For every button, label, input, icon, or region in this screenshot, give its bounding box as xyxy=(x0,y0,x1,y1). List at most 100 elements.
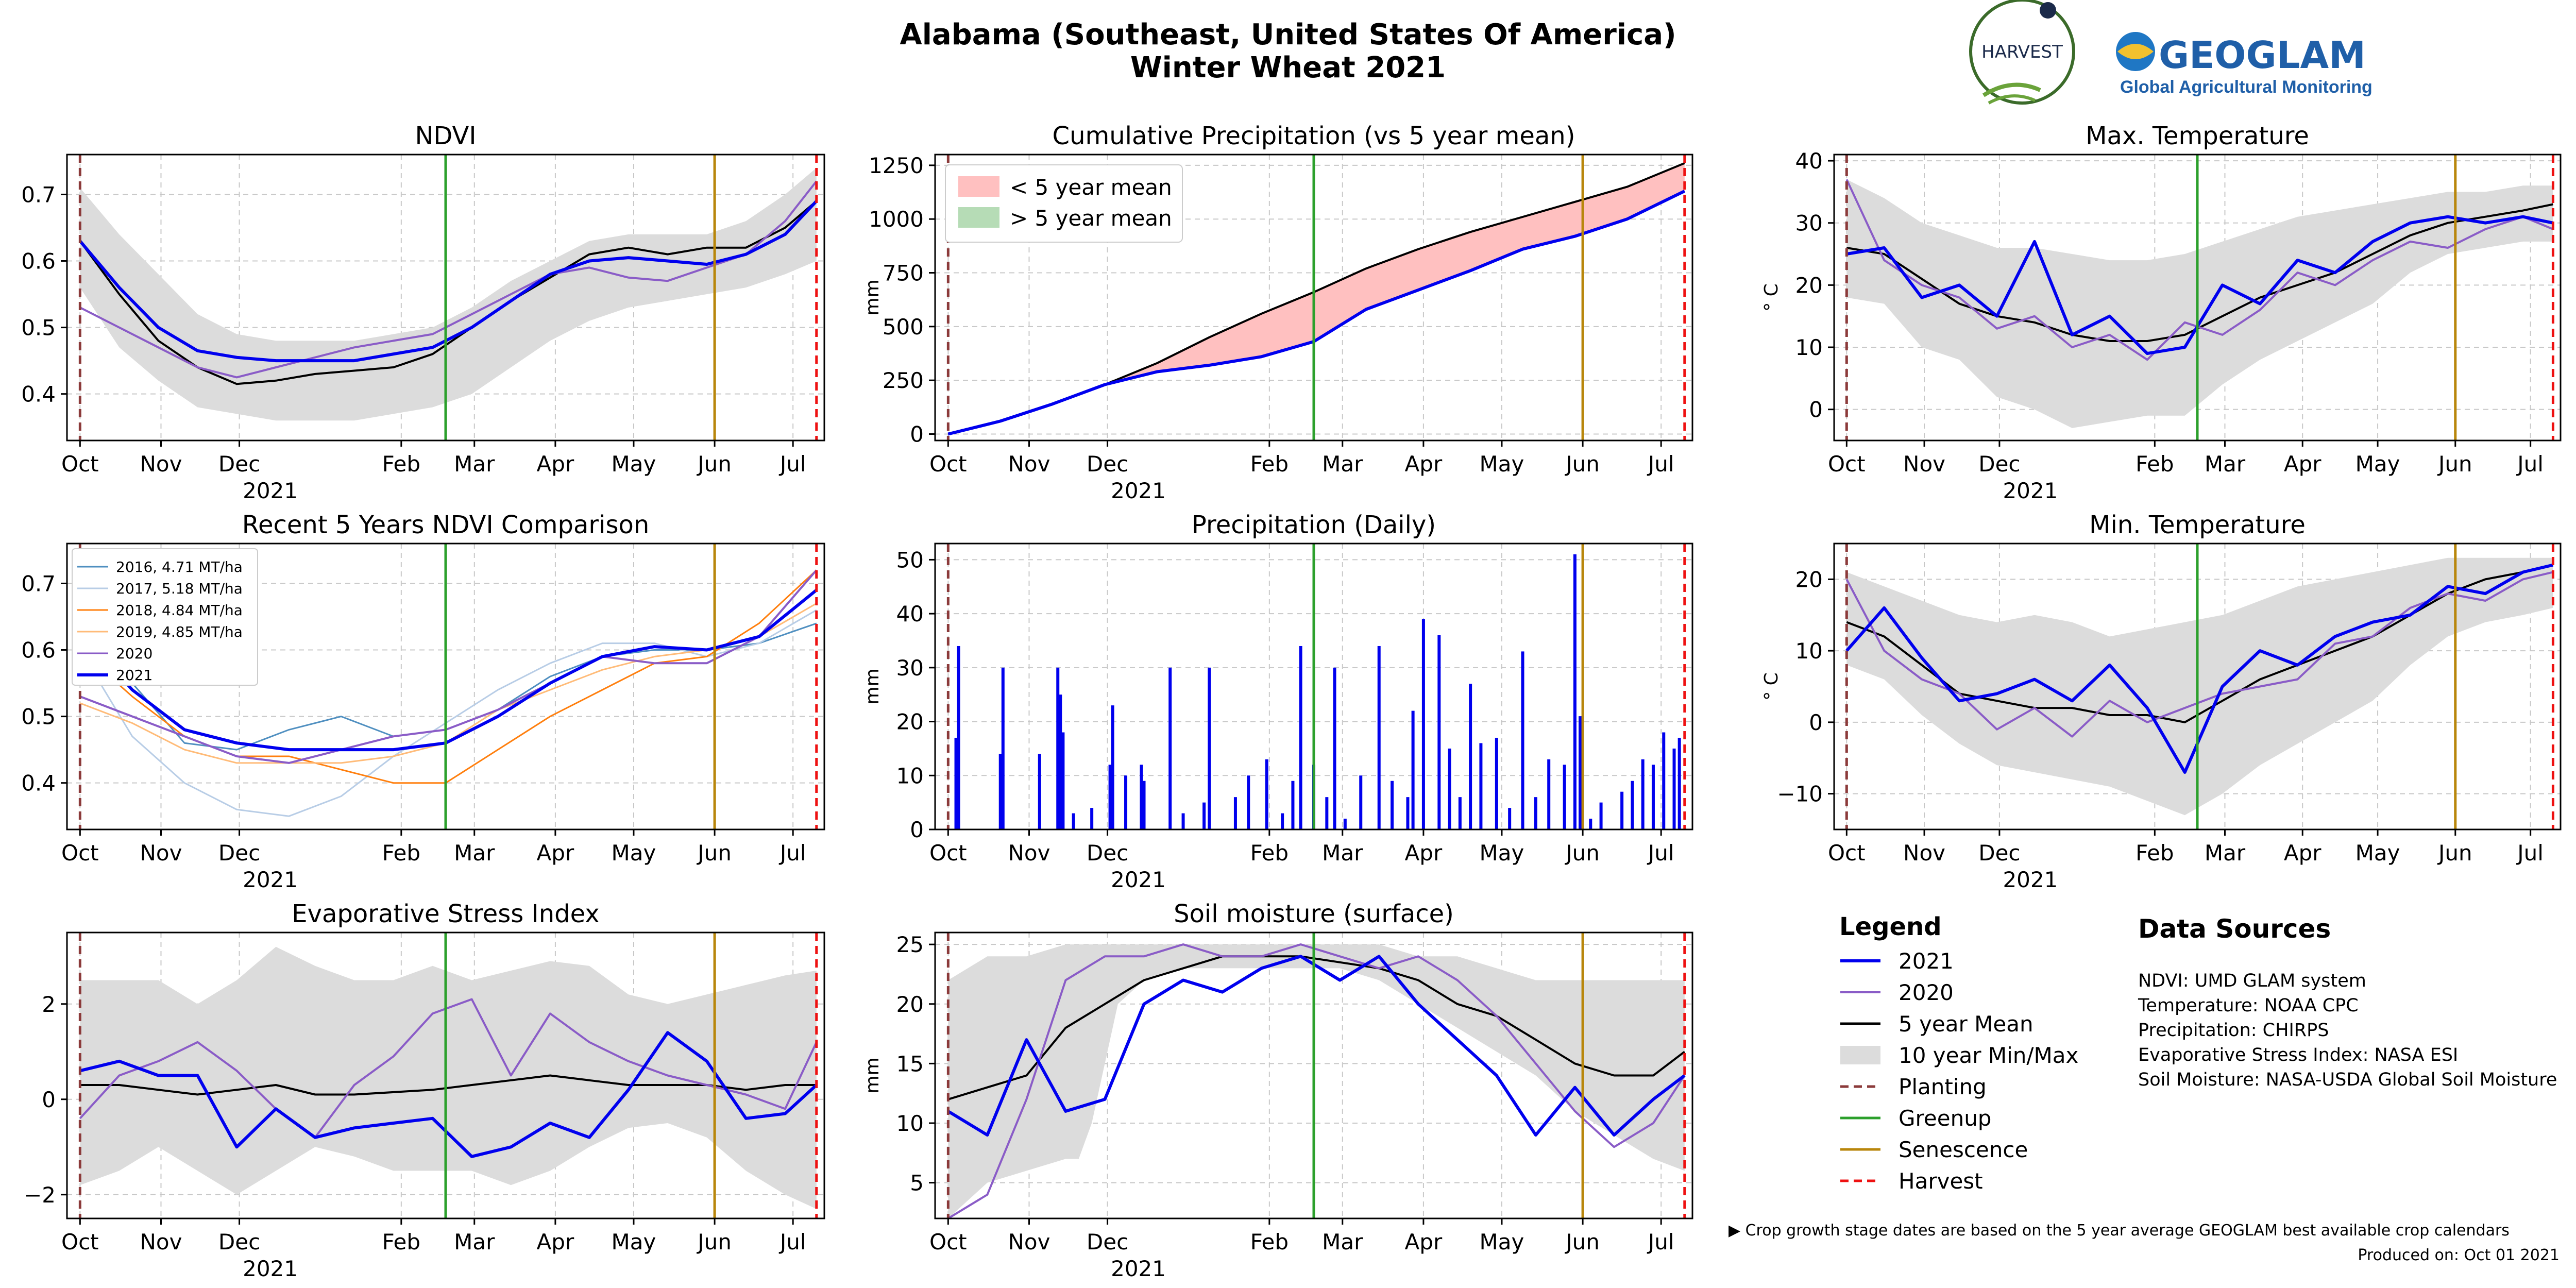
chart-panel-8: 5 10 15 20 25 Oct Nov Dec Feb Mar Apr May Jun Jul 2021… xyxy=(862,900,1693,1281)
x-tick-label: Apr xyxy=(537,451,574,477)
precip-bar xyxy=(1599,802,1603,829)
series-line-2021 xyxy=(947,955,1686,1137)
precip-bar xyxy=(1072,813,1075,829)
stage-lines xyxy=(1845,544,2554,829)
y-tick-label: 0 xyxy=(42,1087,56,1112)
precip-bar xyxy=(1377,646,1381,829)
y-tick-label: 0.6 xyxy=(21,638,56,663)
plot-frame xyxy=(1833,154,2562,442)
chart-title: Max. Temperature xyxy=(2086,122,2309,150)
series-line-5-year-mean xyxy=(79,200,818,385)
chart-plot-area xyxy=(79,946,818,1209)
x-tick-label: Jun xyxy=(696,1229,732,1255)
x-tick-label: Feb xyxy=(1250,1229,1289,1255)
precip-bar xyxy=(1056,667,1060,829)
chart-panel-1: 0.4 0.5 0.6 0.7 Oct Nov Dec Feb Mar Apr May Jun Jul 2… xyxy=(21,122,825,503)
precip-bar xyxy=(1479,743,1483,829)
x-tick-label: Mar xyxy=(454,840,495,866)
precip-bar xyxy=(1059,694,1062,829)
plot-frame xyxy=(934,543,1693,831)
harvest-logo-text: HARVEST xyxy=(1981,42,2063,62)
x-tick-label: Nov xyxy=(140,840,182,866)
data-sources: Data Sources NDVI: UMD GLAM system Temper… xyxy=(2138,914,2557,1090)
x-tick-label: Nov xyxy=(1903,840,1945,866)
y-tick-label: 0.4 xyxy=(21,382,56,407)
legend-swatch-above xyxy=(958,207,999,228)
y-tick-label: 25 xyxy=(896,932,924,957)
x-tick-label: May xyxy=(1480,840,1524,866)
x-tick-label: Dec xyxy=(1087,840,1128,866)
x-tick-label: Oct xyxy=(929,451,967,477)
stage-lines xyxy=(946,933,1686,1218)
x-tick-label: May xyxy=(2355,451,2400,477)
x-tick-label: Nov xyxy=(1008,1229,1050,1255)
precip-bar xyxy=(1521,651,1524,829)
y-tick-label: 1250 xyxy=(869,153,924,178)
plot-frame xyxy=(66,543,825,831)
legend-box xyxy=(945,164,1183,243)
legend: Legend 2021 2020 5 year Mean 10 year Min/Ma… xyxy=(1839,912,2078,1194)
legend-label: Senescence xyxy=(1899,1137,2028,1162)
x-tick-label: Jul xyxy=(1647,451,1674,477)
legend-title: Legend xyxy=(1839,912,1942,941)
precip-bar xyxy=(1495,737,1498,829)
geoglam-logo-subtitle: Global Agricultural Monitoring xyxy=(2120,77,2372,97)
legend-swatch-below xyxy=(958,176,999,197)
series-line-5-year-mean xyxy=(80,1074,817,1096)
data-sources-title: Data Sources xyxy=(2138,914,2331,944)
chart-panel-3: 0 10 20 30 40 Oct Nov Dec Feb Mar Apr May Jun Jul 2021… xyxy=(1761,122,2562,503)
y-tick-label: 500 xyxy=(883,314,924,340)
plot-frame xyxy=(934,154,1693,442)
precip-bar xyxy=(1281,813,1284,829)
precip-bar xyxy=(1061,732,1065,829)
x-tick-label: Feb xyxy=(382,1229,420,1255)
precip-bar xyxy=(1343,819,1347,829)
x-tick-label: Feb xyxy=(2136,840,2174,866)
series-line-5-year-mean xyxy=(1846,564,2553,723)
footer-note: ▶ Crop growth stage dates are based on t… xyxy=(1728,1222,2510,1240)
precip-bar xyxy=(1589,819,1592,829)
page-title-line1: Alabama (Southeast, United States Of Ame… xyxy=(900,18,1676,52)
chart-panel-2: 0 250 500 750 1000 1250 Oct Nov Dec Feb Mar Apr May J… xyxy=(862,122,1693,503)
x-axis-year-label: 2021 xyxy=(243,867,298,892)
precip-bar xyxy=(1202,802,1206,829)
precip-bar xyxy=(1672,748,1676,829)
precip-bar xyxy=(1662,732,1666,829)
precip-bar xyxy=(1563,765,1566,829)
legend-label: 2019, 4.85 MT/ha xyxy=(116,623,243,640)
x-tick-label: Oct xyxy=(929,1229,967,1255)
x-tick-label: Jul xyxy=(1647,840,1674,866)
chart-title: Evaporative Stress Index xyxy=(292,900,599,928)
precip-bar xyxy=(1142,781,1146,829)
band-min-max xyxy=(80,167,817,421)
precip-bar xyxy=(1651,765,1655,829)
x-tick-label: Feb xyxy=(1250,451,1289,477)
x-tick-label: Feb xyxy=(1250,840,1289,866)
x-tick-label: Dec xyxy=(1978,840,2020,866)
precip-bar xyxy=(1677,737,1681,829)
precip-bar xyxy=(1168,667,1172,829)
y-tick-label: 40 xyxy=(1795,148,1823,174)
stage-lines xyxy=(78,155,818,440)
y-tick-label: 20 xyxy=(1795,567,1823,592)
precip-bar xyxy=(1265,759,1268,829)
legend-label-above: > 5 year mean xyxy=(1010,206,1172,231)
legend-label: Planting xyxy=(1899,1074,1987,1099)
x-tick-label: Jul xyxy=(778,840,806,866)
x-tick-label: Apr xyxy=(1405,840,1443,866)
legend-box xyxy=(72,548,258,686)
x-tick-label: May xyxy=(1480,451,1524,477)
band-min-max xyxy=(1846,179,2553,428)
legend-label: 2018, 4.84 MT/ha xyxy=(116,602,243,619)
y-tick-label: 10 xyxy=(1795,335,1823,360)
precip-bar xyxy=(1641,759,1645,829)
chart-title: Recent 5 Years NDVI Comparison xyxy=(242,511,650,539)
legend-label: 5 year Mean xyxy=(1899,1011,2033,1037)
chart-plot-area xyxy=(79,167,818,421)
series-line-5-year-mean xyxy=(1846,203,2553,342)
y-axis-label: mm xyxy=(862,1057,883,1093)
x-tick-label: Jun xyxy=(1564,840,1600,866)
y-tick-label: 20 xyxy=(896,992,924,1017)
chart-plot-area xyxy=(1845,179,2554,428)
series-line-2020 xyxy=(1845,179,2554,361)
